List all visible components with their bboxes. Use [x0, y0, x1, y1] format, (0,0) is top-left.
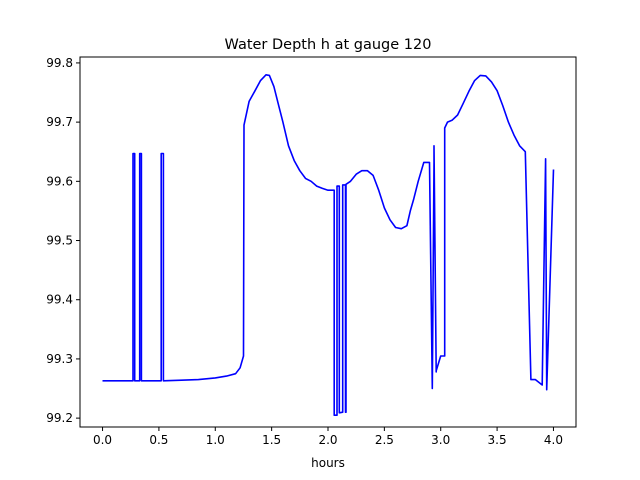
series-layer [102, 74, 555, 417]
y-tick-label: 99.8 [46, 56, 73, 70]
x-axis: 0.0 0.5 1.0 1.5 2.0 2.5 3.0 3.5 4.0 [93, 427, 563, 447]
chart-title: Water Depth h at gauge 120 [225, 37, 432, 53]
y-tick-label: 99.5 [46, 234, 73, 248]
y-tick-label: 99.3 [46, 352, 73, 366]
x-tick-label: 2.5 [375, 433, 394, 447]
x-tick-label: 3.0 [431, 433, 450, 447]
x-tick-label: 0.5 [149, 433, 168, 447]
y-tick-label: 99.4 [46, 293, 73, 307]
x-tick-label: 4.0 [544, 433, 563, 447]
y-tick-label: 99.2 [46, 411, 73, 425]
x-tick-label: 1.0 [206, 433, 225, 447]
x-tick-label: 0.0 [93, 433, 112, 447]
x-axis-label: hours [311, 456, 345, 470]
y-tick-label: 99.7 [46, 115, 73, 129]
series-line-0 [102, 74, 555, 417]
x-tick-label: 2.0 [318, 433, 337, 447]
x-tick-label: 1.5 [262, 433, 281, 447]
x-tick-label: 3.5 [488, 433, 507, 447]
y-tick-label: 99.6 [46, 174, 73, 188]
y-axis: 99.2 99.3 99.4 99.5 99.6 99.7 99.8 [46, 56, 80, 425]
